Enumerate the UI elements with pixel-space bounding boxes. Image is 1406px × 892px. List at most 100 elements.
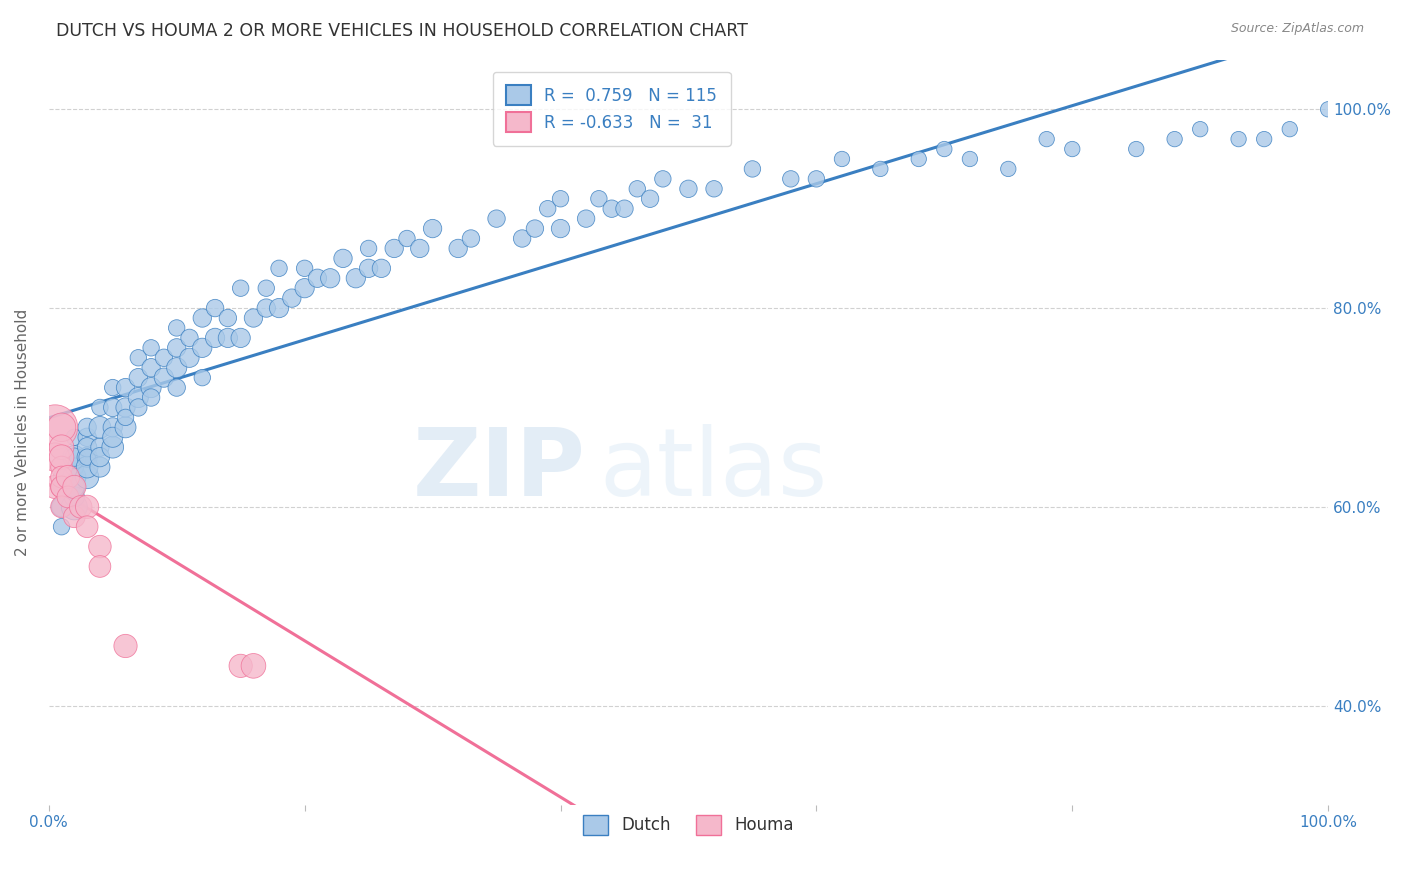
Point: [728, 878, 751, 892]
Point: [294, 261, 316, 276]
Point: [242, 311, 264, 326]
Point: [678, 878, 700, 892]
Point: [166, 341, 188, 355]
Point: [76, 519, 98, 533]
Point: [1317, 103, 1340, 117]
Point: [76, 470, 98, 484]
Point: [741, 161, 763, 176]
Point: [89, 559, 111, 574]
Point: [63, 509, 86, 524]
Point: [44, 420, 66, 434]
Point: [741, 878, 763, 892]
Y-axis label: 2 or more Vehicles in Household: 2 or more Vehicles in Household: [15, 309, 30, 556]
Point: [229, 331, 252, 345]
Point: [281, 291, 304, 305]
Point: [76, 450, 98, 465]
Point: [101, 420, 124, 434]
Point: [76, 420, 98, 434]
Point: [89, 540, 111, 554]
Point: [89, 420, 111, 434]
Point: [127, 370, 149, 384]
Point: [51, 440, 73, 454]
Point: [89, 440, 111, 454]
Point: [153, 370, 176, 384]
Text: ZIP: ZIP: [413, 424, 586, 516]
Point: [63, 470, 86, 484]
Point: [44, 450, 66, 465]
Point: [89, 401, 111, 415]
Point: [51, 480, 73, 494]
Point: [806, 172, 828, 186]
Point: [51, 450, 73, 465]
Point: [63, 430, 86, 444]
Point: [76, 440, 98, 454]
Point: [191, 370, 214, 384]
Point: [127, 351, 149, 365]
Point: [139, 360, 162, 375]
Point: [101, 440, 124, 454]
Point: [613, 202, 636, 216]
Point: [76, 500, 98, 514]
Point: [267, 261, 290, 276]
Point: [114, 401, 136, 415]
Point: [1189, 122, 1212, 136]
Point: [779, 172, 801, 186]
Point: [204, 331, 226, 345]
Point: [1278, 122, 1301, 136]
Point: [575, 211, 598, 226]
Point: [217, 311, 239, 326]
Point: [294, 281, 316, 295]
Point: [101, 401, 124, 415]
Point: [101, 430, 124, 444]
Point: [678, 182, 700, 196]
Point: [51, 500, 73, 514]
Point: [69, 500, 91, 514]
Point: [166, 321, 188, 335]
Point: [139, 391, 162, 405]
Point: [1227, 132, 1250, 146]
Point: [51, 470, 73, 484]
Point: [204, 301, 226, 315]
Point: [254, 281, 277, 295]
Point: [703, 182, 725, 196]
Point: [179, 331, 201, 345]
Point: [63, 480, 86, 494]
Point: [217, 331, 239, 345]
Point: [166, 360, 188, 375]
Point: [344, 271, 367, 285]
Point: [242, 658, 264, 673]
Legend: Dutch, Houma: Dutch, Houma: [574, 805, 804, 845]
Point: [179, 351, 201, 365]
Point: [651, 172, 673, 186]
Point: [638, 192, 661, 206]
Point: [997, 161, 1019, 176]
Point: [56, 490, 79, 504]
Point: [63, 460, 86, 475]
Point: [716, 888, 738, 892]
Point: [139, 341, 162, 355]
Point: [869, 161, 891, 176]
Point: [460, 231, 482, 245]
Point: [550, 192, 572, 206]
Point: [153, 351, 176, 365]
Point: [63, 450, 86, 465]
Point: [51, 519, 73, 533]
Point: [229, 658, 252, 673]
Point: [191, 341, 214, 355]
Point: [1163, 132, 1185, 146]
Point: [1253, 132, 1275, 146]
Point: [1062, 142, 1084, 156]
Point: [422, 221, 444, 235]
Point: [63, 460, 86, 475]
Point: [229, 281, 252, 295]
Point: [127, 391, 149, 405]
Point: [127, 401, 149, 415]
Point: [76, 430, 98, 444]
Point: [550, 221, 572, 235]
Point: [51, 460, 73, 475]
Point: [307, 271, 329, 285]
Point: [332, 252, 354, 266]
Point: [357, 242, 380, 256]
Point: [63, 450, 86, 465]
Point: [447, 242, 470, 256]
